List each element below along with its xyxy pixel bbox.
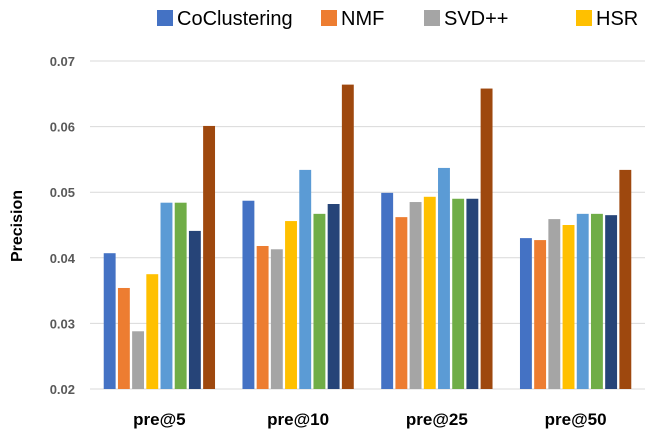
y-tick-label: 0.06 bbox=[50, 120, 75, 135]
x-axis-categories: pre@5 pre@10 pre@25 pre@50 bbox=[133, 410, 606, 429]
y-tick-label: 0.05 bbox=[50, 185, 75, 200]
bar bbox=[203, 125, 216, 389]
legend-label: CoClustering bbox=[177, 8, 293, 30]
legend-swatch bbox=[424, 10, 440, 26]
bar bbox=[452, 198, 465, 389]
y-tick-label: 0.03 bbox=[50, 316, 75, 331]
x-category-label: pre@5 bbox=[133, 410, 186, 429]
bar bbox=[534, 240, 547, 389]
legend-swatch bbox=[321, 10, 337, 26]
legend-label: SVD++ bbox=[444, 8, 508, 30]
bar bbox=[299, 169, 312, 389]
legend-label: NMF bbox=[341, 8, 384, 30]
bar bbox=[132, 331, 145, 389]
bar bbox=[395, 217, 408, 389]
bar bbox=[381, 192, 394, 389]
bar bbox=[103, 253, 116, 389]
bar bbox=[423, 196, 436, 389]
bar bbox=[256, 245, 269, 389]
y-axis-title: Precision bbox=[9, 190, 26, 262]
bar bbox=[605, 215, 618, 389]
bar bbox=[146, 274, 159, 389]
bar bbox=[117, 287, 130, 389]
bar bbox=[480, 88, 493, 389]
y-axis-ticks: 0.02 0.03 0.04 0.05 0.06 0.07 bbox=[50, 54, 76, 397]
bar bbox=[285, 221, 297, 389]
legend-swatch bbox=[576, 10, 592, 26]
bar bbox=[562, 225, 575, 389]
bar bbox=[188, 230, 201, 389]
bars bbox=[103, 84, 632, 389]
gridlines bbox=[90, 60, 645, 390]
bar bbox=[548, 219, 561, 389]
bar bbox=[174, 202, 187, 389]
x-category-label: pre@10 bbox=[267, 410, 329, 429]
bar bbox=[590, 213, 603, 389]
x-category-label: pre@25 bbox=[406, 410, 468, 429]
bar bbox=[341, 84, 354, 389]
bar bbox=[409, 202, 422, 389]
bar bbox=[519, 238, 532, 389]
legend: CoClustering NMF SVD++ HSR bbox=[157, 8, 638, 30]
bar bbox=[576, 213, 589, 389]
bar bbox=[466, 198, 479, 389]
bar bbox=[242, 200, 255, 389]
x-category-label: pre@50 bbox=[545, 410, 607, 429]
y-tick-label: 0.07 bbox=[50, 54, 75, 69]
legend-label: HSR bbox=[596, 8, 638, 30]
bar bbox=[270, 249, 283, 389]
bar bbox=[160, 202, 173, 389]
y-tick-label: 0.02 bbox=[50, 382, 75, 397]
bar bbox=[313, 213, 326, 389]
legend-swatch bbox=[157, 10, 173, 26]
bar bbox=[327, 204, 340, 389]
y-tick-label: 0.04 bbox=[50, 251, 76, 266]
bar bbox=[619, 169, 632, 389]
bar bbox=[438, 167, 450, 389]
